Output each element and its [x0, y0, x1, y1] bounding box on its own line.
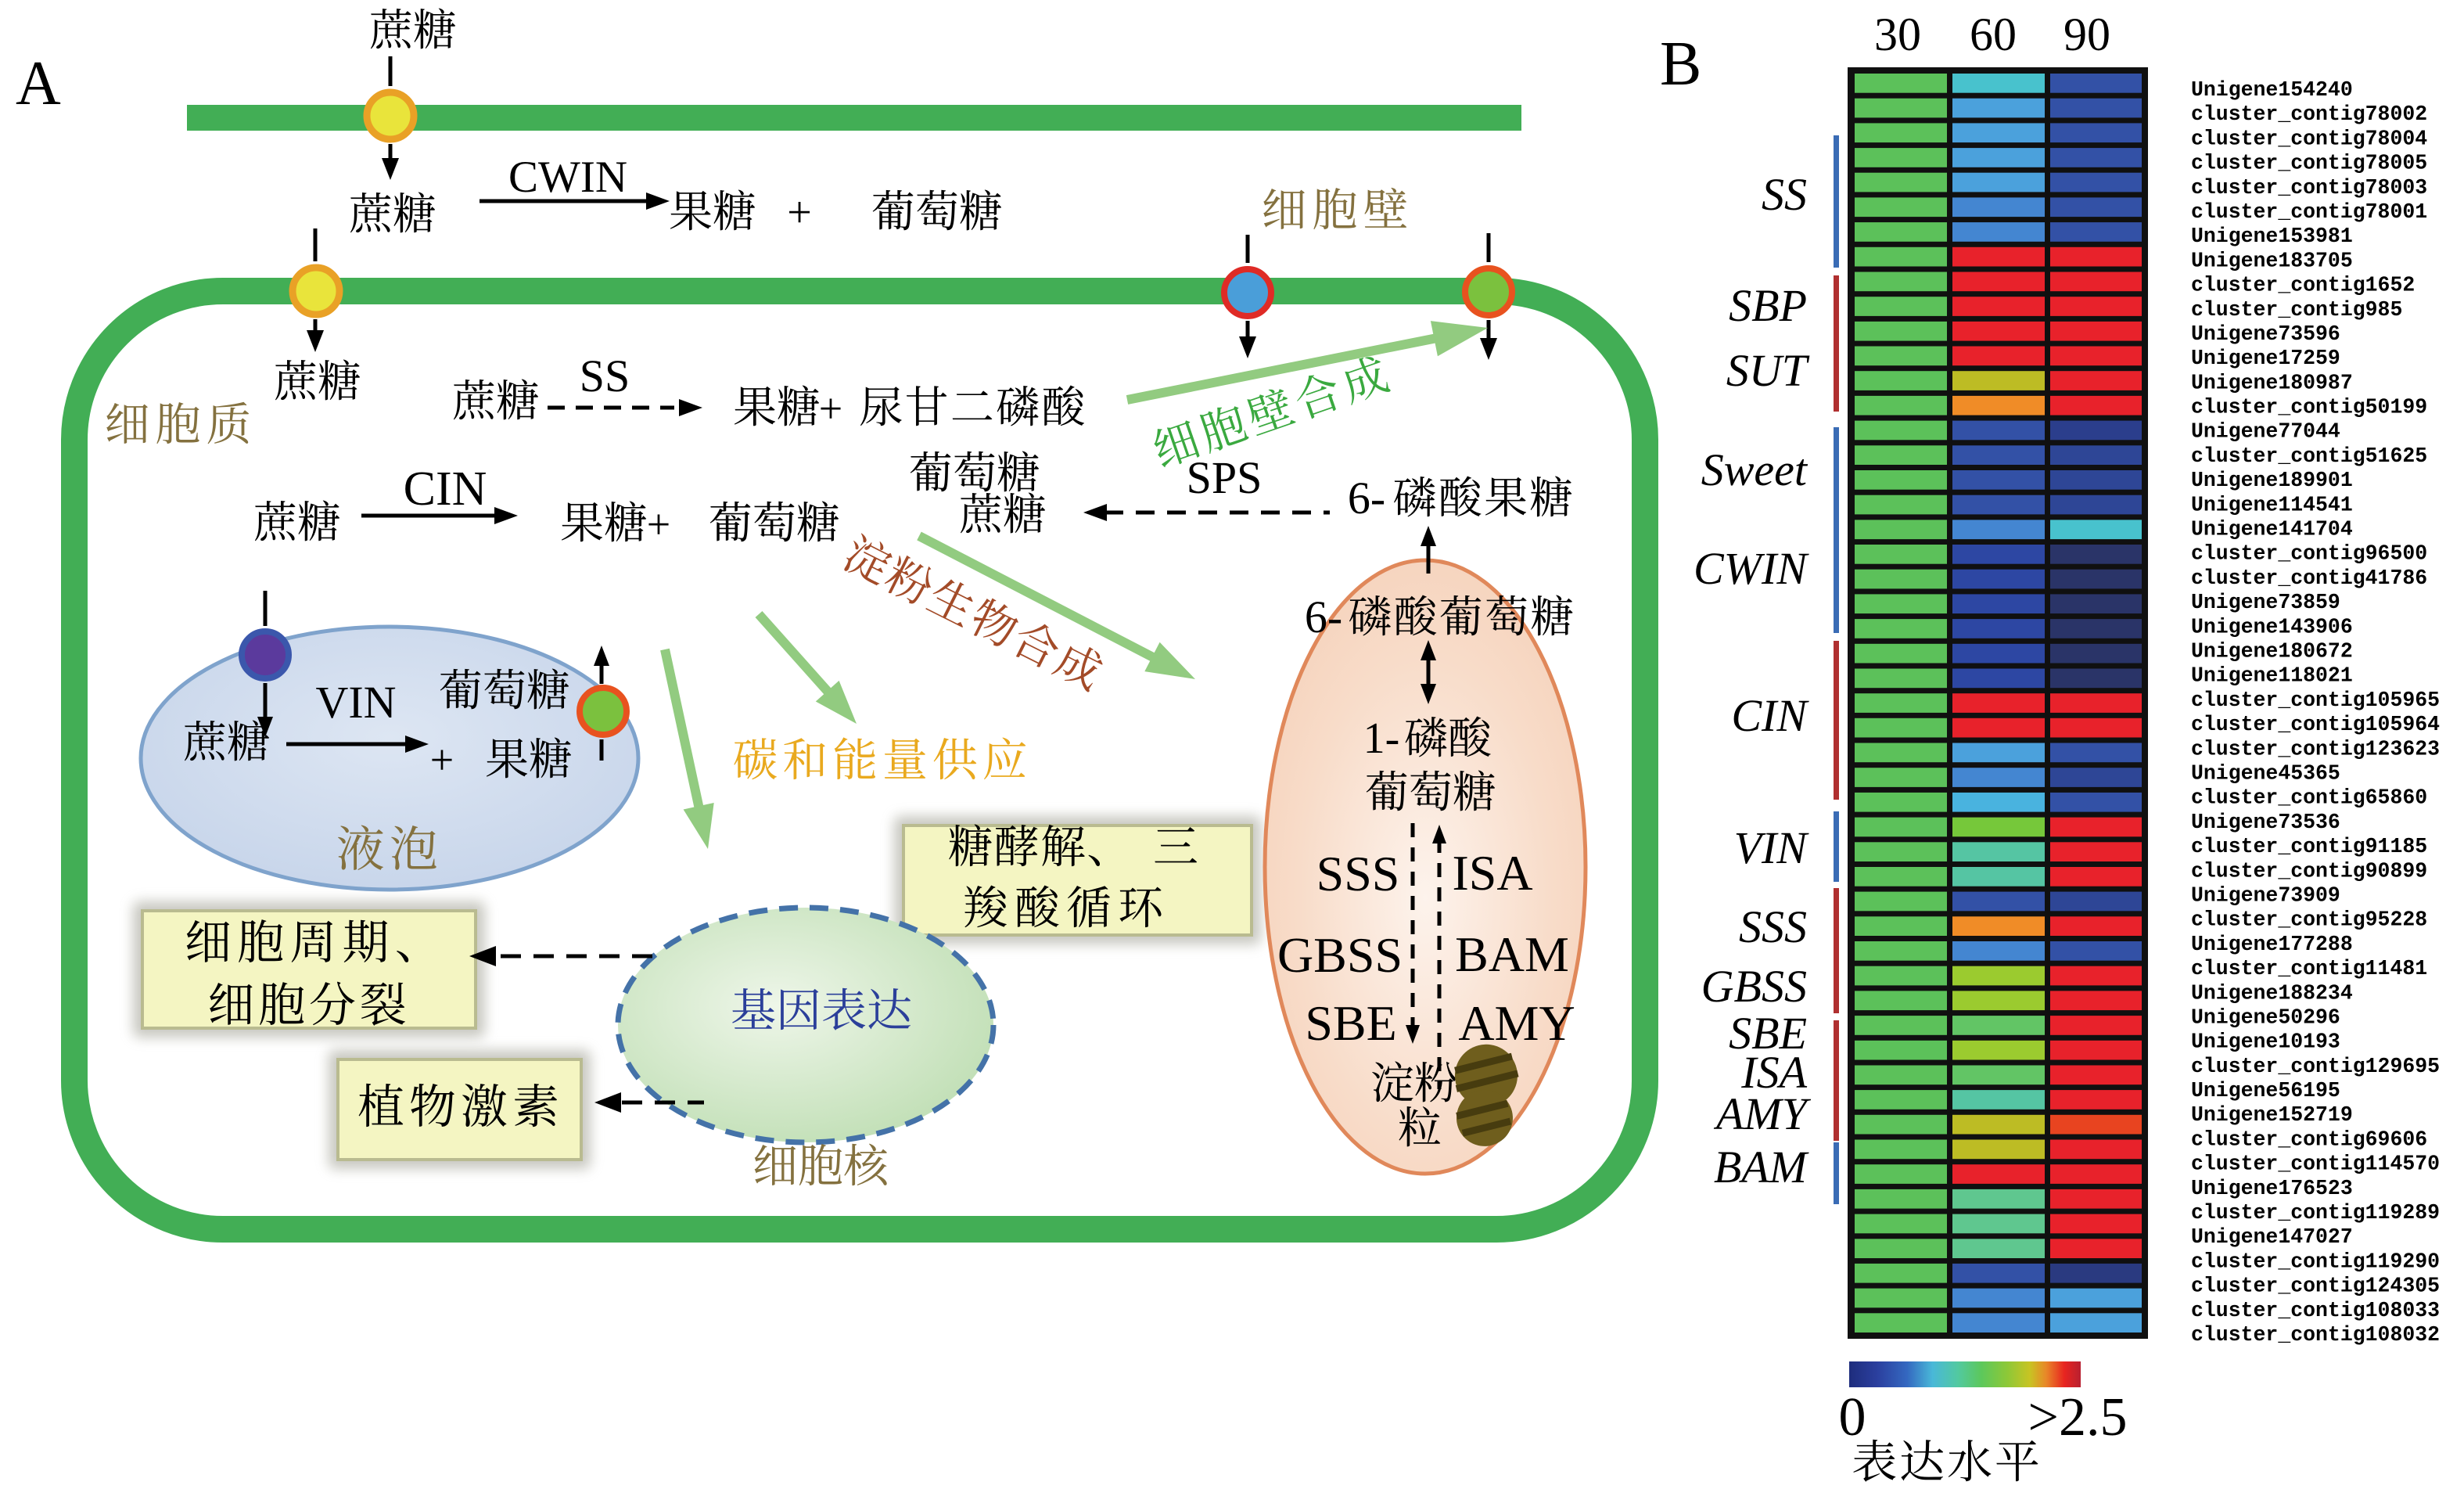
svg-text:cluster_contig51625: cluster_contig51625: [2191, 444, 2427, 468]
svg-text:CWIN: CWIN: [508, 153, 627, 202]
svg-text:Unigene77044: Unigene77044: [2191, 420, 2340, 444]
svg-text:cluster_contig985: cluster_contig985: [2191, 298, 2402, 322]
svg-text:Unigene50296: Unigene50296: [2191, 1005, 2340, 1029]
svg-text:CIN: CIN: [1731, 690, 1809, 741]
svg-text:SS: SS: [580, 351, 630, 401]
svg-text:Unigene177288: Unigene177288: [2191, 933, 2353, 956]
svg-text:Unigene176523: Unigene176523: [2191, 1177, 2353, 1200]
svg-text:90: 90: [2064, 9, 2110, 60]
svg-text:SS: SS: [1762, 169, 1807, 220]
svg-text:Unigene17259: Unigene17259: [2191, 347, 2340, 370]
svg-text:Sweet: Sweet: [1701, 444, 1808, 495]
svg-text:CWIN: CWIN: [1694, 543, 1809, 594]
svg-text:Unigene180987: Unigene180987: [2191, 371, 2353, 394]
svg-text:SBE: SBE: [1729, 1008, 1807, 1059]
svg-text:Unigene45365: Unigene45365: [2191, 761, 2340, 785]
svg-text:6-: 6-: [1348, 473, 1385, 523]
svg-text:cluster_contig41786: cluster_contig41786: [2191, 566, 2427, 590]
svg-text:cluster_contig90899: cluster_contig90899: [2191, 859, 2427, 883]
svg-text:BAM: BAM: [1714, 1142, 1809, 1192]
svg-text:Unigene73909: Unigene73909: [2191, 883, 2340, 907]
svg-text:cluster_contig124305: cluster_contig124305: [2191, 1275, 2440, 1298]
svg-text:6-: 6-: [1305, 592, 1342, 642]
svg-text:cluster_contig123623: cluster_contig123623: [2191, 737, 2440, 761]
svg-text:cluster_contig96500: cluster_contig96500: [2191, 542, 2427, 566]
svg-text:60: 60: [1970, 9, 2017, 60]
svg-text:Unigene154240: Unigene154240: [2191, 78, 2353, 102]
svg-text:Unigene73536: Unigene73536: [2191, 811, 2340, 834]
svg-text:ISA: ISA: [1740, 1047, 1807, 1098]
svg-text:+: +: [647, 501, 670, 548]
svg-text:GBSS: GBSS: [1277, 927, 1403, 983]
svg-text:VIN: VIN: [315, 677, 396, 728]
svg-text:Unigene188234: Unigene188234: [2191, 981, 2353, 1005]
svg-text:cluster_contig119290: cluster_contig119290: [2191, 1250, 2440, 1273]
svg-text:SSS: SSS: [1316, 846, 1400, 901]
svg-text:Unigene118021: Unigene118021: [2191, 664, 2353, 688]
svg-text:cluster_contig108033: cluster_contig108033: [2191, 1299, 2440, 1322]
svg-text:cluster_contig129695: cluster_contig129695: [2191, 1055, 2440, 1078]
svg-text:cluster_contig108032: cluster_contig108032: [2191, 1323, 2440, 1347]
svg-text:cluster_contig1652: cluster_contig1652: [2191, 274, 2415, 297]
svg-text:cluster_contig78002: cluster_contig78002: [2191, 103, 2427, 126]
svg-text:cluster_contig114570: cluster_contig114570: [2191, 1153, 2440, 1176]
svg-text:Unigene73596: Unigene73596: [2191, 322, 2340, 346]
svg-text:BAM: BAM: [1455, 926, 1569, 982]
svg-text:SBP: SBP: [1729, 280, 1807, 331]
svg-text:cluster_contig119289: cluster_contig119289: [2191, 1201, 2440, 1225]
svg-text:A: A: [16, 49, 61, 118]
svg-text:30: 30: [1874, 9, 1921, 60]
svg-text:cluster_contig69606: cluster_contig69606: [2191, 1128, 2427, 1151]
svg-text:+: +: [819, 385, 842, 432]
svg-text:cluster_contig105965: cluster_contig105965: [2191, 689, 2440, 712]
svg-text:SBE: SBE: [1305, 995, 1396, 1051]
svg-text:Unigene10193: Unigene10193: [2191, 1030, 2340, 1054]
svg-text:cluster_contig95228: cluster_contig95228: [2191, 908, 2427, 932]
svg-text:>2.5: >2.5: [2028, 1387, 2128, 1448]
svg-text:Unigene153981: Unigene153981: [2191, 225, 2353, 248]
svg-text:cluster_contig50199: cluster_contig50199: [2191, 396, 2427, 419]
svg-text:1-: 1-: [1363, 714, 1400, 763]
svg-text:Unigene152719: Unigene152719: [2191, 1103, 2353, 1127]
svg-text:B: B: [1660, 30, 1701, 99]
svg-text:AMY: AMY: [1713, 1088, 1812, 1139]
svg-text:+: +: [430, 736, 454, 783]
svg-text:Unigene180672: Unigene180672: [2191, 640, 2353, 664]
svg-text:AMY: AMY: [1458, 995, 1575, 1051]
svg-text:Unigene73859: Unigene73859: [2191, 591, 2340, 614]
svg-text:SSS: SSS: [1739, 901, 1807, 952]
svg-text:cluster_contig78005: cluster_contig78005: [2191, 152, 2427, 175]
svg-text:Unigene56195: Unigene56195: [2191, 1079, 2340, 1102]
svg-text:cluster_contig78003: cluster_contig78003: [2191, 176, 2427, 200]
svg-text:cluster_contig78004: cluster_contig78004: [2191, 127, 2427, 150]
svg-text:Unigene141704: Unigene141704: [2191, 518, 2353, 541]
svg-text:GBSS: GBSS: [1701, 961, 1807, 1012]
svg-text:Unigene143906: Unigene143906: [2191, 615, 2353, 638]
svg-text:cluster_contig105964: cluster_contig105964: [2191, 713, 2440, 736]
svg-text:0: 0: [1839, 1387, 1866, 1448]
svg-text:SUT: SUT: [1726, 345, 1810, 396]
svg-text:Unigene183705: Unigene183705: [2191, 249, 2353, 272]
svg-text:+: +: [787, 189, 812, 237]
svg-text:cluster_contig65860: cluster_contig65860: [2191, 786, 2427, 810]
svg-text:Unigene114541: Unigene114541: [2191, 493, 2353, 516]
svg-text:VIN: VIN: [1734, 822, 1810, 873]
svg-text:SPS: SPS: [1187, 452, 1263, 503]
svg-text:cluster_contig78001: cluster_contig78001: [2191, 200, 2427, 224]
svg-text:cluster_contig91185: cluster_contig91185: [2191, 835, 2427, 858]
svg-text:ISA: ISA: [1452, 845, 1532, 901]
svg-text:Unigene147027: Unigene147027: [2191, 1225, 2353, 1249]
svg-text:Unigene189901: Unigene189901: [2191, 469, 2353, 492]
svg-text:cluster_contig11481: cluster_contig11481: [2191, 957, 2427, 980]
svg-text:CIN: CIN: [404, 462, 487, 516]
